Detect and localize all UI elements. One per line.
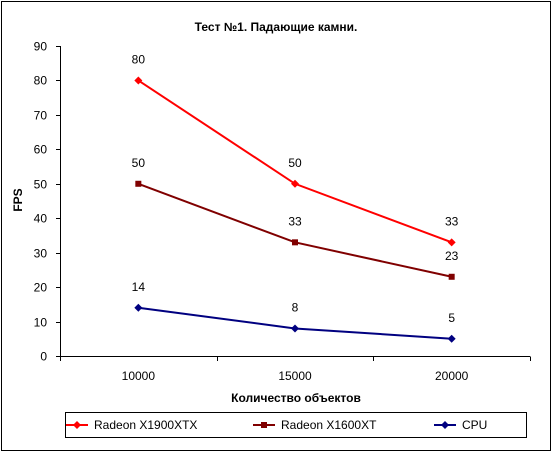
y-tick-label: 50: [34, 178, 48, 192]
data-label: 33: [288, 214, 302, 228]
y-tick-label: 40: [34, 212, 48, 226]
legend-label-1: Radeon X1600XT: [281, 418, 377, 432]
x-axis-label: Количество объектов: [231, 391, 361, 405]
series-2-point: [447, 334, 456, 343]
series-group: [134, 76, 456, 343]
legend-label-0: Radeon X1900XTX: [94, 418, 197, 432]
data-label: 50: [132, 156, 146, 170]
data-label: 5: [448, 311, 455, 325]
data-label: 14: [132, 280, 146, 294]
x-ticks: 10000 15000 20000: [60, 356, 531, 383]
chart-title: Тест №1. Падающие камни.: [195, 20, 358, 34]
data-labels: 80 50 33 50 33 23 14 8 5: [132, 52, 459, 324]
x-tick-label: 15000: [278, 369, 312, 383]
legend: Radeon X1900XTX Radeon X1600XT CPU: [65, 412, 527, 438]
y-tick-label: 10: [34, 316, 48, 330]
legend-marker-1: [261, 422, 267, 428]
y-tick-label: 30: [34, 247, 48, 261]
y-tick-label: 0: [40, 350, 47, 364]
y-axis-label: FPS: [11, 188, 25, 211]
series-1-point: [135, 180, 142, 187]
y-tick-label: 90: [34, 40, 48, 54]
legend-marker-2: [441, 421, 449, 429]
data-label: 23: [445, 249, 459, 263]
y-tick-label: 20: [34, 281, 48, 295]
series-0-point: [134, 76, 143, 85]
data-label: 33: [445, 214, 459, 228]
legend-marker-0: [73, 421, 81, 429]
legend-label-2: CPU: [462, 418, 487, 432]
series-2-point: [134, 303, 143, 312]
series-1-point: [448, 273, 455, 280]
y-tick-label: 80: [34, 74, 48, 88]
axes: [60, 46, 530, 357]
series-2-point: [291, 324, 299, 333]
y-tick-label: 60: [34, 143, 48, 157]
x-tick-label: 20000: [435, 369, 469, 383]
series-0-point: [447, 238, 456, 247]
x-tick-label: 10000: [122, 369, 156, 383]
data-label: 8: [292, 300, 299, 314]
y-tick-label: 70: [34, 109, 48, 123]
data-label: 50: [288, 156, 302, 170]
data-label: 80: [132, 52, 146, 66]
series-1-point: [292, 239, 298, 246]
series-0-point: [291, 179, 299, 188]
y-ticks: 0 10 20 30 40 50 60 70 80 90: [34, 40, 61, 364]
